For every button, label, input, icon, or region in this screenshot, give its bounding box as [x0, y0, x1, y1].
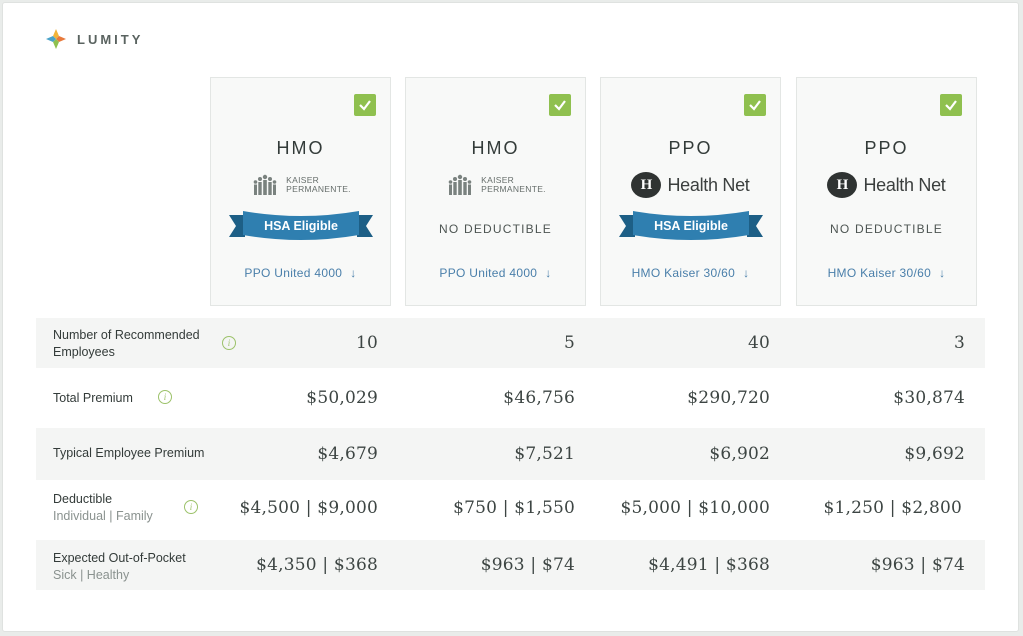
row-label: Deductible Individual | Family [53, 491, 153, 525]
plan-link-label: HMO Kaiser 30/60 [827, 266, 932, 280]
kaiser-people-icon [448, 174, 472, 195]
plan-link-label: PPO United 4000 [244, 266, 343, 280]
carrier-name: Health Net [667, 174, 750, 195]
cell-value: $50,029 [306, 388, 378, 408]
cell-value: $4,491 | $368 [648, 555, 770, 575]
row-label: Expected Out-of-Pocket Sick | Healthy [53, 550, 186, 584]
cell-value: $290,720 [687, 388, 770, 408]
plan-type: HMO [471, 138, 520, 158]
info-icon[interactable]: i [222, 336, 236, 350]
info-icon[interactable]: i [158, 390, 172, 404]
brand-logo[interactable]: LUMITY [45, 28, 143, 50]
cell-value: 10 [355, 333, 378, 353]
carrier-name: Health Net [863, 174, 946, 195]
hsa-eligible-badge: HSA Eligible [229, 211, 373, 243]
row-sublabel: Sick | Healthy [53, 568, 130, 582]
lumity-flower-icon [46, 29, 66, 49]
plan-card-3[interactable]: PPO H Health Net HSA Eligible HMO Kaiser… [600, 77, 781, 306]
row-label-line1: Number of Recommended [53, 328, 200, 342]
plan-download-link[interactable]: PPO United 4000 ↓ [406, 266, 585, 280]
carrier-logo-kaiser: KAISER PERMANENTE. [406, 171, 585, 199]
row-label: Typical Employee Premium [53, 446, 205, 460]
healthnet-h-icon: H [827, 172, 858, 198]
cell-value: 5 [563, 333, 575, 353]
plan-card-4[interactable]: PPO H Health Net NO DEDUCTIBLE HMO Kaise… [796, 77, 977, 306]
plan-card-1[interactable]: HMO KAISER PERMANENTE. HSA Eligible [210, 77, 391, 306]
plan-type: PPO [864, 138, 909, 158]
hsa-eligible-badge: HSA Eligible [619, 211, 763, 243]
download-icon: ↓ [939, 266, 946, 280]
plan-link-label: HMO Kaiser 30/60 [631, 266, 736, 280]
plan-download-link[interactable]: HMO Kaiser 30/60 ↓ [797, 266, 976, 280]
table-row-employees: Number of Recommended Employees i 10 5 4… [36, 318, 985, 368]
plan-selected-checkbox[interactable] [940, 94, 962, 116]
cell-value: $750 | $1,550 [453, 498, 575, 518]
cell-value: $963 | $74 [480, 555, 575, 575]
kaiser-people-icon [253, 174, 277, 195]
plan-type: HMO [276, 138, 325, 158]
row-label-main: Expected Out-of-Pocket [53, 551, 186, 565]
row-label-line2: Employees [53, 345, 115, 359]
check-icon [359, 100, 371, 111]
cell-value: $4,679 [317, 444, 378, 464]
ribbon-shape [229, 211, 373, 240]
cell-value: $9,692 [904, 444, 965, 464]
table-row-total-premium: Total Premium i $50,029 $46,756 $290,720… [36, 368, 985, 428]
cell-value: $6,902 [709, 444, 770, 464]
cell-value: $4,350 | $368 [256, 555, 378, 575]
table-row-deductible: Deductible Individual | Family i $4,500 … [36, 480, 985, 540]
download-icon: ↓ [350, 266, 357, 280]
row-label-main: Deductible [53, 492, 113, 506]
row-label: Total Premium [53, 391, 133, 405]
cell-value: 3 [953, 333, 965, 353]
brand-name: LUMITY [77, 31, 144, 47]
plan-download-link[interactable]: PPO United 4000 ↓ [211, 266, 390, 280]
table-row-out-of-pocket: Expected Out-of-Pocket Sick | Healthy $4… [36, 540, 985, 590]
carrier-logo-healthnet: H Health Net [601, 171, 780, 199]
carrier-logo-healthnet: H Health Net [797, 171, 976, 199]
plan-download-link[interactable]: HMO Kaiser 30/60 ↓ [601, 266, 780, 280]
row-sublabel: Individual | Family [53, 509, 153, 523]
check-icon [945, 100, 957, 111]
no-deductible-label: NO DEDUCTIBLE [439, 222, 552, 236]
table-row-employee-premium: Typical Employee Premium $4,679 $7,521 $… [36, 428, 985, 480]
cell-value: $5,000 | $10,000 [620, 498, 770, 518]
cell-value: $4,500 | $9,000 [239, 498, 378, 518]
plan-selected-checkbox[interactable] [549, 94, 571, 116]
cell-value: $7,521 [514, 444, 575, 464]
cell-value: $1,250 | $2,800 [823, 498, 962, 518]
check-icon [749, 100, 761, 111]
download-icon: ↓ [545, 266, 552, 280]
healthnet-h-icon: H [631, 172, 662, 198]
ribbon-shape [619, 211, 763, 240]
row-label: Number of Recommended Employees [53, 327, 200, 361]
plan-selected-checkbox[interactable] [744, 94, 766, 116]
check-icon [554, 100, 566, 111]
no-deductible-label: NO DEDUCTIBLE [830, 222, 943, 236]
cell-value: $46,756 [503, 388, 575, 408]
cell-value: $30,874 [893, 388, 965, 408]
plan-card-2[interactable]: HMO KAISER PERMANENTE. NO DEDUCTIBLE PPO … [405, 77, 586, 306]
badge-label: HSA Eligible [264, 219, 338, 233]
info-icon[interactable]: i [184, 500, 198, 514]
cell-value: 40 [747, 333, 770, 353]
download-icon: ↓ [743, 266, 750, 280]
cell-value: $963 | $74 [870, 555, 965, 575]
plan-selected-checkbox[interactable] [354, 94, 376, 116]
carrier-name: KAISER PERMANENTE. [481, 175, 546, 194]
plan-type: PPO [668, 138, 713, 158]
badge-label: HSA Eligible [654, 219, 728, 233]
carrier-logo-kaiser: KAISER PERMANENTE. [211, 171, 390, 199]
carrier-name: KAISER PERMANENTE. [286, 175, 351, 194]
plan-link-label: PPO United 4000 [439, 266, 538, 280]
